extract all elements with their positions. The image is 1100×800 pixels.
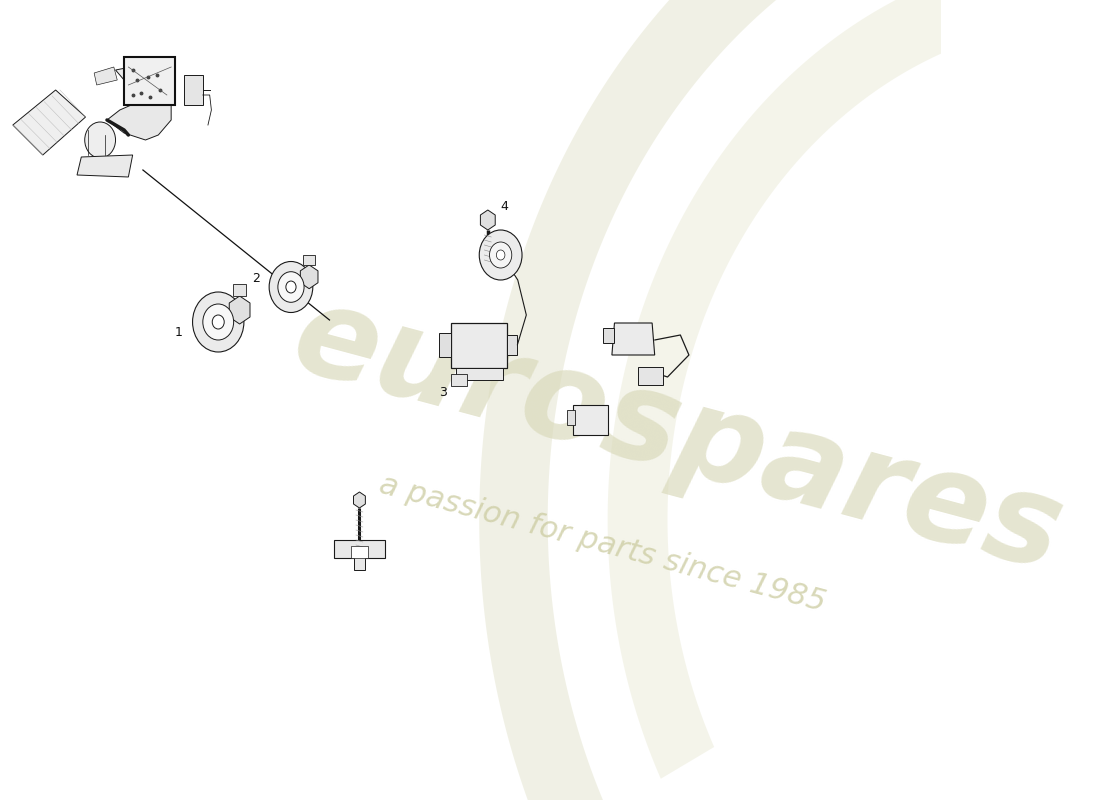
- Text: 4: 4: [500, 200, 508, 213]
- Polygon shape: [77, 155, 133, 177]
- Bar: [455, 367, 503, 379]
- Circle shape: [278, 272, 304, 302]
- Polygon shape: [607, 0, 1015, 778]
- Circle shape: [202, 304, 233, 340]
- Polygon shape: [116, 65, 150, 85]
- Polygon shape: [229, 296, 250, 324]
- Bar: [439, 333, 451, 357]
- Text: 3: 3: [439, 386, 448, 398]
- Text: a passion for parts since 1985: a passion for parts since 1985: [376, 470, 829, 618]
- Bar: [573, 405, 607, 435]
- Bar: [351, 546, 369, 558]
- Polygon shape: [353, 492, 365, 508]
- Circle shape: [270, 262, 312, 313]
- Bar: [638, 367, 663, 385]
- Bar: [304, 254, 315, 265]
- Polygon shape: [13, 90, 86, 155]
- Text: eurospares: eurospares: [280, 275, 1075, 597]
- Polygon shape: [481, 210, 495, 230]
- Bar: [603, 328, 614, 343]
- Text: 2: 2: [253, 272, 261, 285]
- Circle shape: [480, 230, 522, 280]
- Circle shape: [286, 281, 296, 293]
- Bar: [451, 322, 507, 367]
- Circle shape: [192, 292, 244, 352]
- Bar: [354, 556, 364, 570]
- Polygon shape: [95, 67, 118, 85]
- Circle shape: [490, 242, 512, 268]
- Bar: [507, 335, 517, 355]
- Circle shape: [496, 250, 505, 260]
- Polygon shape: [480, 0, 1062, 800]
- Bar: [451, 374, 466, 386]
- Circle shape: [212, 315, 224, 329]
- Polygon shape: [107, 95, 172, 140]
- Bar: [333, 540, 385, 558]
- Bar: [184, 75, 202, 105]
- Circle shape: [85, 122, 116, 158]
- Bar: [233, 284, 246, 296]
- Polygon shape: [612, 323, 654, 355]
- Bar: [124, 57, 175, 105]
- Text: 1: 1: [175, 326, 183, 338]
- Bar: [566, 410, 575, 425]
- Polygon shape: [300, 265, 318, 289]
